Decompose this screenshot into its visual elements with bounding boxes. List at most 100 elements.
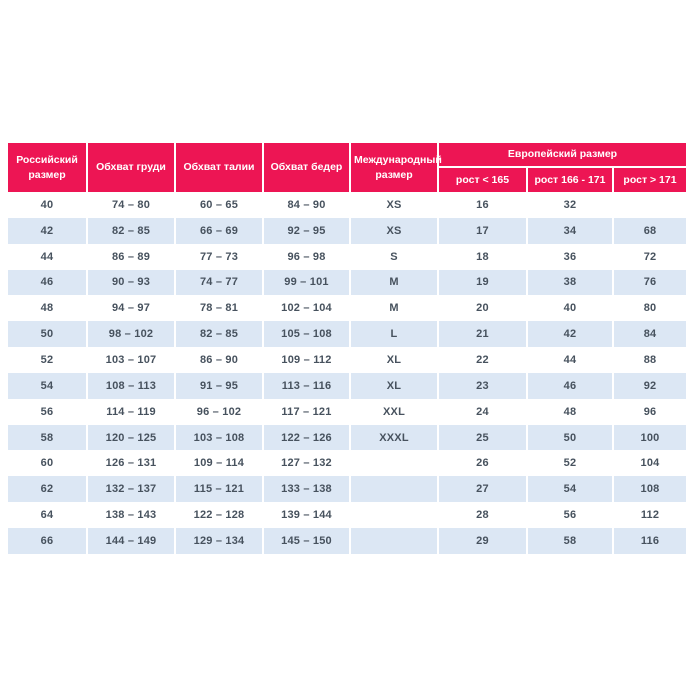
table-cell: 62 [8, 476, 87, 503]
table-cell: 129 – 134 [174, 527, 263, 554]
table-cell: 32 [526, 192, 613, 218]
table-cell: 92 [611, 372, 687, 399]
table-row: 62 132 – 137 115 – 121 133 – 138 27 54 108 [8, 476, 687, 503]
table-cell: 48 [526, 398, 613, 425]
table-cell: 80 [611, 295, 687, 322]
table-cell: 96 – 102 [174, 398, 263, 425]
table-cell: 74 – 77 [174, 269, 263, 296]
table-cell: 26 [437, 450, 527, 477]
table-cell: 104 [611, 450, 687, 477]
table-cell: 109 – 114 [174, 450, 263, 477]
table-cell: 109 – 112 [262, 347, 350, 373]
table-row: 60 126 – 131 109 – 114 127 – 132 26 52 104 [8, 450, 687, 477]
table-cell: 139 – 144 [262, 502, 350, 528]
table-row: 42 82 – 85 66 – 69 92 – 95 XS 17 34 68 [8, 217, 687, 244]
table-cell: 82 – 85 [86, 217, 175, 244]
table-cell: 92 – 95 [262, 217, 350, 244]
table-cell: 52 [526, 450, 613, 477]
table-cell: 74 – 80 [86, 192, 175, 218]
table-cell: 120 – 125 [86, 424, 175, 451]
table-cell: 54 [526, 476, 613, 503]
table-cell: 42 [8, 217, 87, 244]
table-cell: 138 – 143 [86, 502, 175, 528]
table-cell: 82 – 85 [174, 321, 263, 348]
table-cell: L [349, 321, 438, 348]
table-cell: 127 – 132 [262, 450, 350, 477]
table-cell: XXL [349, 398, 438, 425]
table-cell [349, 527, 438, 554]
table-row: 40 74 – 80 60 – 65 84 – 90 XS 16 32 [8, 192, 687, 218]
table-cell: 36 [526, 243, 613, 270]
table-cell: M [349, 295, 438, 322]
table-cell: 50 [526, 424, 613, 451]
table-cell: 113 – 116 [262, 372, 350, 399]
table-cell: 84 – 90 [262, 192, 350, 218]
table-cell: 90 – 93 [86, 269, 175, 296]
table-cell: 86 – 90 [174, 347, 263, 373]
table-cell: 68 [611, 217, 687, 244]
table-row: 48 94 – 97 78 – 81 102 – 104 M 20 40 80 [8, 295, 687, 322]
table-row: 66 144 – 149 129 – 134 145 – 150 29 58 116 [8, 527, 687, 554]
table-cell: 96 – 98 [262, 243, 350, 270]
table-cell [349, 450, 438, 477]
header-russian-size: Российский размер [8, 143, 87, 192]
header-row-main: Российский размер Обхват груди Обхват та… [8, 143, 687, 192]
table-row: 52 103 – 107 86 – 90 109 – 112 XL 22 44 88 [8, 347, 687, 373]
table-cell: 22 [437, 347, 527, 373]
table-cell [349, 502, 438, 528]
table-cell: 21 [437, 321, 527, 348]
table-cell: 58 [526, 527, 613, 554]
table-cell: 115 – 121 [174, 476, 263, 503]
table-row: 64 138 – 143 122 – 128 139 – 144 28 56 112 [8, 502, 687, 528]
table-cell [611, 192, 687, 218]
header-hips: Обхват бедер [262, 143, 350, 192]
table-cell: 77 – 73 [174, 243, 263, 270]
table-cell: 56 [8, 398, 87, 425]
table-cell: 28 [437, 502, 527, 528]
table-header: Российский размер Обхват груди Обхват та… [8, 143, 687, 192]
header-international-size: Международный размер [349, 143, 442, 192]
table-row: 44 86 – 89 77 – 73 96 – 98 S 18 36 72 [8, 243, 687, 270]
table-cell: 46 [526, 372, 613, 399]
table-cell: 17 [437, 217, 527, 244]
table-cell: 86 – 89 [86, 243, 175, 270]
table-cell: 99 – 101 [262, 269, 350, 296]
table-cell: 44 [526, 347, 613, 373]
table-cell: 38 [526, 269, 613, 296]
table-cell: 18 [437, 243, 527, 270]
table-row: 46 90 – 93 74 – 77 99 – 101 M 19 38 76 [8, 269, 687, 296]
header-european-size-group: Европейский размер [436, 143, 687, 168]
table-cell: 102 – 104 [262, 295, 350, 322]
table-cell: 112 [611, 502, 687, 528]
table-row: 54 108 – 113 91 – 95 113 – 116 XL 23 46 92 [8, 372, 687, 399]
table-cell: 44 [8, 243, 87, 270]
table-cell: 117 – 121 [262, 398, 350, 425]
table-cell: 60 – 65 [174, 192, 263, 218]
table-row: 50 98 – 102 82 – 85 105 – 108 L 21 42 84 [8, 321, 687, 348]
table-cell: 78 – 81 [174, 295, 263, 322]
table-cell: 27 [437, 476, 527, 503]
table-cell: 126 – 131 [86, 450, 175, 477]
table-cell: 20 [437, 295, 527, 322]
table-cell: S [349, 243, 438, 270]
table-cell: M [349, 269, 438, 296]
table-cell: 144 – 149 [86, 527, 175, 554]
table-cell: 76 [611, 269, 687, 296]
table-cell: 50 [8, 321, 87, 348]
table-cell: 48 [8, 295, 87, 322]
table-cell: 116 [611, 527, 687, 554]
table-cell: 96 [611, 398, 687, 425]
table-cell: 145 – 150 [262, 527, 350, 554]
header-row-sub: рост < 165 рост 166 - 171 рост > 171 [8, 167, 687, 192]
table-cell: 103 – 108 [174, 424, 263, 451]
table-cell: 42 [526, 321, 613, 348]
table-cell: 72 [611, 243, 687, 270]
table-cell: 56 [526, 502, 613, 528]
table-cell: XS [349, 192, 438, 218]
table-cell: 100 [611, 424, 687, 451]
header-chest: Обхват груди [86, 143, 175, 192]
table-cell: 103 – 107 [86, 347, 175, 373]
header-height-under-165: рост < 165 [437, 167, 527, 192]
table-cell: 66 – 69 [174, 217, 263, 244]
table-cell: 19 [437, 269, 527, 296]
